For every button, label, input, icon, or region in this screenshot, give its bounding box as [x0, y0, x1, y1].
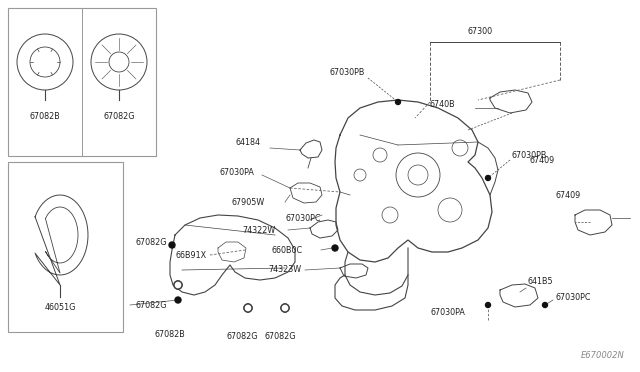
Circle shape — [174, 281, 182, 289]
Text: 641B5: 641B5 — [528, 278, 554, 286]
Text: 74323W: 74323W — [268, 266, 301, 275]
Text: 67409: 67409 — [530, 155, 555, 164]
Circle shape — [543, 302, 547, 308]
Circle shape — [174, 281, 182, 289]
Bar — [8, 162, 123, 332]
Text: 67030PC: 67030PC — [555, 294, 591, 302]
Text: 660B0C: 660B0C — [272, 246, 303, 254]
Circle shape — [281, 304, 289, 312]
Text: 67030PB: 67030PB — [330, 67, 365, 77]
Circle shape — [175, 297, 181, 303]
Text: 67082G: 67082G — [227, 332, 258, 341]
Text: 74322W: 74322W — [242, 225, 275, 234]
Circle shape — [244, 304, 252, 312]
Text: E670002N: E670002N — [581, 351, 625, 360]
Text: 67082G: 67082G — [135, 301, 166, 310]
Text: 67082G: 67082G — [135, 237, 166, 247]
Text: 67082B: 67082B — [155, 330, 186, 339]
Text: 67905W: 67905W — [232, 198, 265, 206]
Text: 67030PC: 67030PC — [285, 214, 321, 222]
Text: 67082G: 67082G — [103, 112, 135, 121]
Circle shape — [332, 245, 338, 251]
Text: 46051G: 46051G — [44, 303, 76, 312]
Text: 6740B: 6740B — [430, 99, 456, 109]
Text: 67082G: 67082G — [264, 332, 296, 341]
Text: 66B91X: 66B91X — [175, 250, 206, 260]
Text: 67030PB: 67030PB — [512, 151, 547, 160]
Text: 67300: 67300 — [467, 27, 493, 36]
Text: 67030PA: 67030PA — [431, 308, 465, 317]
Text: 64184: 64184 — [235, 138, 260, 147]
Text: 67030PA: 67030PA — [220, 167, 255, 176]
Circle shape — [169, 242, 175, 248]
Circle shape — [486, 176, 490, 180]
Bar — [8, 8, 156, 156]
Text: 67082B: 67082B — [29, 112, 60, 121]
Text: 67409: 67409 — [555, 190, 580, 199]
Circle shape — [486, 302, 490, 308]
Circle shape — [396, 99, 401, 105]
Circle shape — [244, 304, 252, 312]
Circle shape — [281, 304, 289, 312]
